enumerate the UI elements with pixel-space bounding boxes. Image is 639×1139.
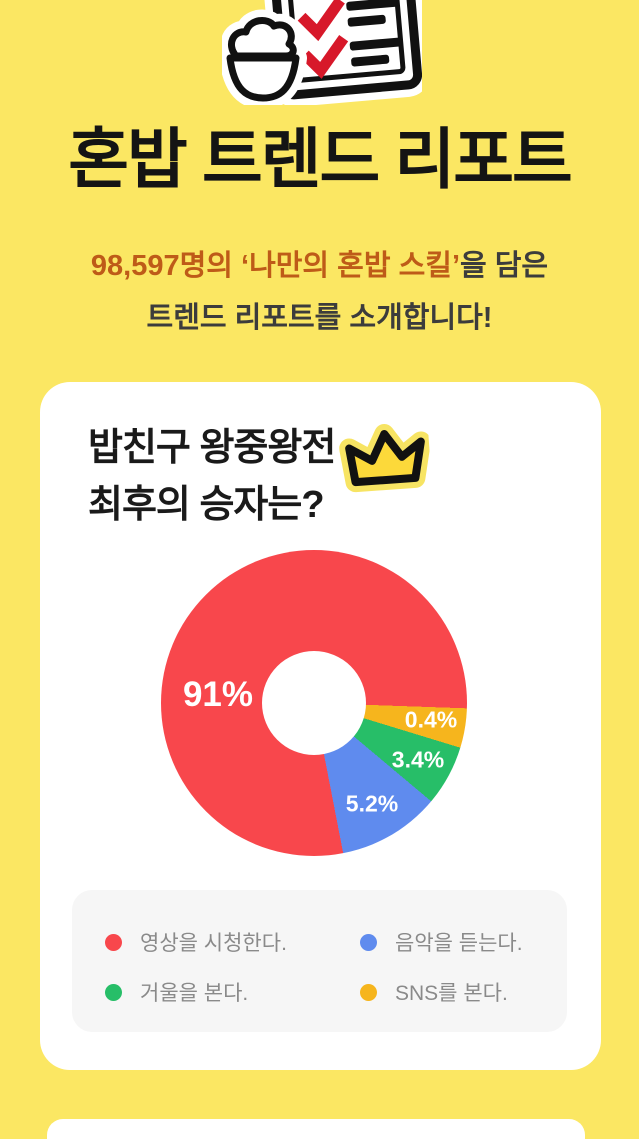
legend-dot-blue (360, 933, 377, 951)
legend-label-music: 음악을 듣는다. (395, 932, 523, 955)
report-card: 밥친구 왕중왕전 최후의 승자는? 91% 5.2% 3.4% 0.4% 영상을… (40, 382, 601, 1070)
page-title: 혼밥 트렌드 리포트 (68, 122, 572, 196)
question-line1: 밥친구 왕중왕전 (88, 427, 336, 469)
next-card-top-edge (47, 1119, 585, 1139)
legend-label-video: 영상을 시청한다. (140, 932, 287, 955)
subtitle-line1: 98,597명의 ‘나만의 혼밥 스킬’을 담은 (0, 240, 639, 292)
legend-item-music: 음악을 듣는다. (360, 917, 567, 967)
donut-hole (262, 651, 366, 755)
legend-label-mirror: 거울을 본다. (140, 982, 249, 1005)
slice-label-video: 91% (182, 675, 254, 714)
subtitle-line2: 트렌드 리포트를 소개합니다! (146, 302, 493, 334)
subtitle-rest: 을 담은 (460, 250, 549, 282)
legend-dot-green (105, 983, 122, 1001)
legend-label-sns: SNS를 본다. (395, 982, 508, 1005)
legend-dot-red (105, 933, 122, 951)
slice-label-mirror: 3.4% (391, 746, 445, 773)
legend-item-mirror: 거울을 본다. (105, 967, 360, 1017)
subtitle-highlight: 98,597명의 ‘나만의 혼밥 스킬’ (90, 250, 460, 282)
slice-label-music: 5.2% (345, 790, 399, 817)
slice-label-sns: 0.4% (404, 706, 458, 733)
legend-item-sns: SNS를 본다. (360, 967, 567, 1017)
donut-chart-container: 91% 5.2% 3.4% 0.4% (161, 550, 467, 856)
chart-legend: 영상을 시청한다. 음악을 듣는다. 거울을 본다. SNS를 본다. (72, 890, 567, 1032)
legend-dot-yellow (360, 983, 377, 1001)
rice-bowl-checklist-icon (222, 0, 422, 105)
question-line2: 최후의 승자는? (88, 484, 325, 526)
chart-question: 밥친구 왕중왕전 최후의 승자는? (88, 420, 336, 534)
legend-item-video: 영상을 시청한다. (105, 917, 360, 967)
page-subtitle: 98,597명의 ‘나만의 혼밥 스킬’을 담은 트렌드 리포트를 소개합니다! (0, 240, 639, 344)
crown-icon (339, 423, 431, 493)
